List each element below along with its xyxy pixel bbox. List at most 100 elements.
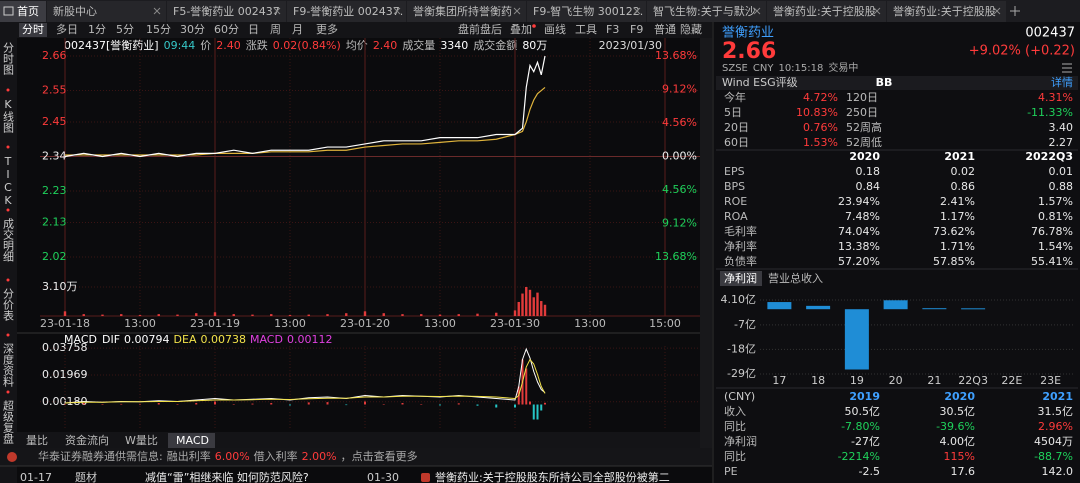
- table-cell: 收入: [724, 404, 746, 418]
- tab[interactable]: [887, 1, 1006, 22]
- side-tab[interactable]: 深度资料: [2, 343, 15, 388]
- macd-bar: [157, 403, 160, 405]
- side-tab[interactable]: 成交明细: [2, 218, 15, 262]
- tab[interactable]: [167, 1, 286, 22]
- tab-close[interactable]: [153, 7, 161, 15]
- y2-tick-label: 9.12%: [662, 217, 697, 230]
- period-button[interactable]: 月: [292, 23, 303, 36]
- side-tab[interactable]: 超级复盘: [2, 399, 15, 444]
- tool-button[interactable]: 叠加: [510, 23, 532, 36]
- table-cell: BPS: [724, 180, 745, 193]
- tool-button[interactable]: F3: [606, 23, 619, 36]
- tab[interactable]: [0, 1, 46, 22]
- side-tab[interactable]: K线图: [2, 98, 15, 134]
- period-button[interactable]: 周: [270, 23, 281, 36]
- tab[interactable]: [407, 1, 526, 22]
- tool-button[interactable]: 工具: [575, 23, 597, 36]
- tab[interactable]: [647, 1, 766, 22]
- tab[interactable]: [767, 1, 886, 22]
- news-link[interactable]: 誉衡药业:关于控股股东所持公司全部股份被第二: [435, 470, 670, 483]
- tab-close[interactable]: [873, 7, 881, 15]
- volume-bar: [521, 293, 524, 316]
- label: 1.53%: [803, 136, 838, 149]
- y-tick-label: 2.45: [42, 115, 67, 128]
- side-tab[interactable]: 分时图: [2, 42, 15, 76]
- period-button[interactable]: 日: [248, 23, 259, 36]
- tab-label[interactable]: 誉衡药业:关于控股股: [893, 4, 996, 18]
- news-icon: [421, 473, 430, 482]
- x-tick-label: 13:00: [124, 317, 156, 330]
- tab-label[interactable]: 智飞生物:关于与默沙: [653, 4, 756, 18]
- tool-button[interactable]: F9: [630, 23, 643, 36]
- tab-label[interactable]: F5-誉衡药业 002437: [173, 4, 280, 18]
- macd-bar: [364, 401, 366, 405]
- period-button[interactable]: 5分: [116, 23, 134, 36]
- period-button[interactable]: 多日: [56, 22, 78, 36]
- macd-line: [64, 358, 546, 404]
- quote-panel: [714, 22, 1080, 483]
- tab-label[interactable]: 新股中心: [53, 4, 97, 18]
- link: ，点击查看更多: [341, 449, 418, 463]
- table-cell: 2.41%: [940, 195, 975, 208]
- volume-bar: [232, 314, 235, 316]
- tab-label[interactable]: F9-智飞生物 300122.: [533, 4, 643, 18]
- tab[interactable]: [47, 1, 166, 22]
- link[interactable]: 详情: [1051, 75, 1073, 89]
- table-cell: 0.01: [1049, 165, 1074, 178]
- tab-label[interactable]: 誉衡集团所持誉衡药: [413, 4, 512, 18]
- volume-bar: [270, 314, 273, 316]
- tab-close[interactable]: [513, 7, 521, 15]
- tab-close[interactable]: [753, 7, 761, 15]
- side-tab[interactable]: TICK: [2, 155, 15, 207]
- label: 2023/01/30: [599, 39, 662, 52]
- news-link[interactable]: 减值“雷”相继来临 如何防范风险?: [145, 470, 309, 483]
- tab-label[interactable]: F9-誉衡药业 002437.: [293, 4, 403, 18]
- tool-button[interactable]: 隐藏: [680, 23, 702, 36]
- period-button[interactable]: 分时: [22, 23, 44, 36]
- indicator-tab[interactable]: MACD: [176, 434, 209, 447]
- tool-button[interactable]: 画线: [544, 22, 566, 36]
- tab-close[interactable]: [633, 7, 641, 15]
- tab-label[interactable]: 誉衡药业:关于控股股: [773, 4, 876, 18]
- indicator-tab[interactable]: W量比: [125, 434, 158, 447]
- side-dot: [6, 333, 10, 337]
- label: 4.31%: [1038, 91, 1073, 104]
- table-cell: 73.62%: [933, 225, 975, 238]
- side-tab[interactable]: 分价表: [2, 288, 15, 322]
- y-tick-label: -29亿: [727, 367, 756, 380]
- indicator-tab[interactable]: 资金流向: [65, 433, 109, 447]
- period-button[interactable]: 60分: [214, 23, 239, 36]
- table-cell: 55.41%: [1031, 255, 1073, 268]
- macd-bar: [195, 403, 198, 405]
- chart-tab[interactable]: 净利润: [724, 271, 757, 285]
- last-price: 2.66: [722, 39, 776, 64]
- label: 2.27: [1049, 136, 1074, 149]
- legend-value: 0.00794: [124, 333, 170, 346]
- y-tick-label: 2.55: [42, 84, 67, 97]
- tab[interactable]: [287, 1, 406, 22]
- tab-label[interactable]: 首页: [17, 4, 39, 18]
- period-button[interactable]: 30分: [180, 23, 205, 36]
- legend-label: DIF: [102, 333, 120, 346]
- y2-tick-label: 13.68%: [655, 250, 697, 263]
- badge-dot: [532, 24, 536, 28]
- chart-tab[interactable]: 营业总收入: [768, 271, 823, 285]
- tab-close[interactable]: [993, 7, 1001, 15]
- x-tick-label: 22Q3: [958, 374, 988, 387]
- table-cell: 0.88: [1049, 180, 1074, 193]
- tool-button[interactable]: 普通: [654, 22, 676, 36]
- label: 3.40: [1049, 121, 1074, 134]
- table-cell: 142.0: [1042, 465, 1074, 478]
- macd-bar: [476, 404, 479, 406]
- period-button[interactable]: 15分: [146, 23, 171, 36]
- indicator-tab[interactable]: 量比: [26, 434, 48, 447]
- x-tick-label: 20: [889, 374, 903, 387]
- period-button[interactable]: 更多: [316, 22, 338, 36]
- label: BB: [876, 76, 893, 89]
- bar: [806, 305, 831, 310]
- tab-close[interactable]: [273, 7, 281, 15]
- tab[interactable]: [527, 1, 646, 22]
- tab-close[interactable]: [393, 7, 401, 15]
- tool-button[interactable]: 盘前盘后: [458, 22, 502, 36]
- period-button[interactable]: 1分: [88, 23, 106, 36]
